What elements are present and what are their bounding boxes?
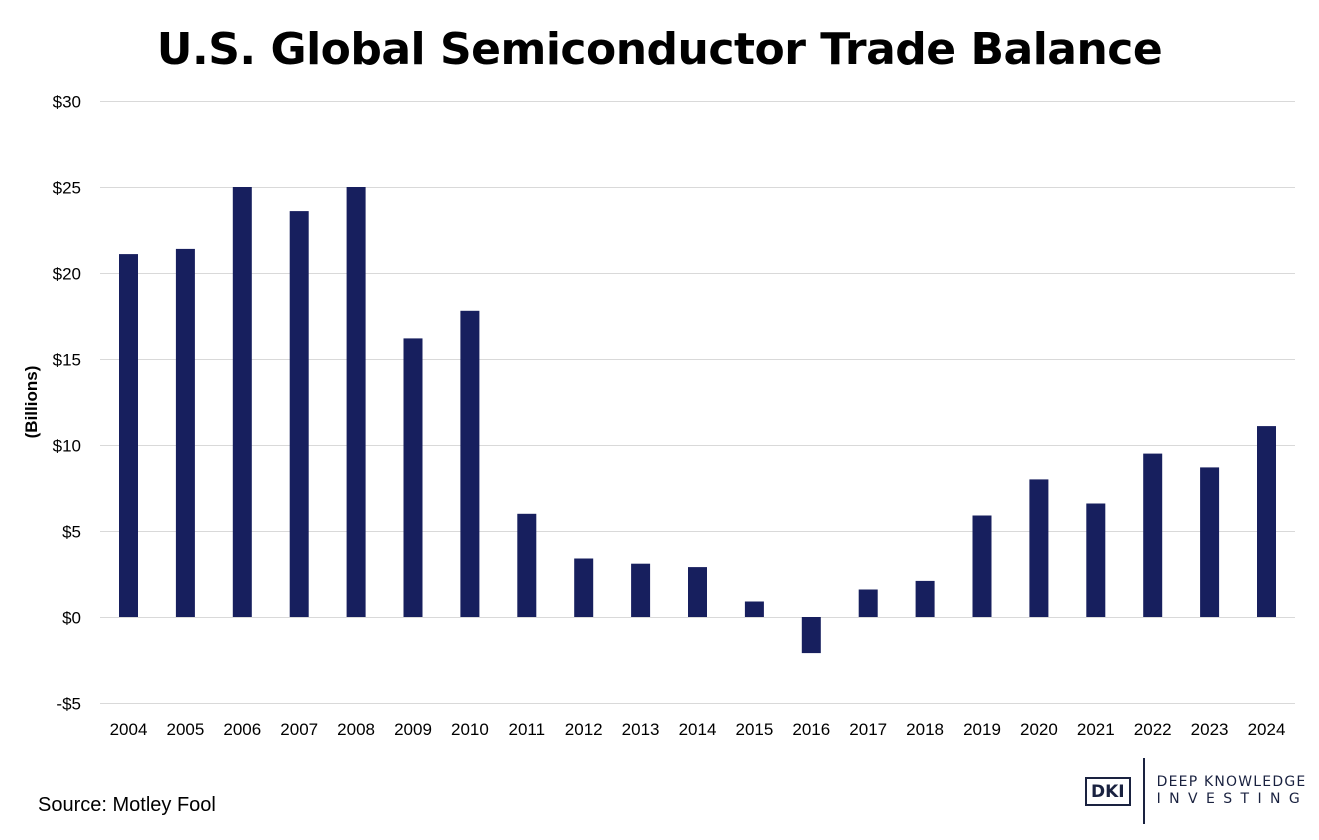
bar-2022: [1143, 453, 1163, 617]
x-tick-label: 2010: [451, 720, 489, 739]
x-tick-label: 2007: [280, 720, 318, 739]
bar-2012: [574, 558, 594, 617]
x-tick-label: 2023: [1191, 720, 1229, 739]
bar-2015: [744, 601, 764, 617]
bar-2009: [403, 338, 423, 617]
y-tick-label: -$5: [56, 695, 81, 714]
x-tick-label: 2018: [906, 720, 944, 739]
bars: [119, 187, 1276, 654]
x-tick-label: 2014: [679, 720, 717, 739]
bar-2014: [688, 567, 707, 617]
bar-2024: [1257, 426, 1276, 617]
logo-mark: DKI: [1085, 776, 1131, 806]
y-tick-label: $10: [53, 437, 81, 456]
bar-2006: [232, 187, 252, 617]
x-tick-label: 2004: [110, 720, 148, 739]
bar-2019: [972, 515, 992, 617]
bar-2007: [289, 211, 309, 617]
x-tick-label: 2013: [622, 720, 660, 739]
x-tick-label: 2009: [394, 720, 432, 739]
logo-line-1: DEEP KNOWLEDGE: [1156, 774, 1307, 790]
bar-2011: [517, 513, 537, 617]
x-tick-label: 2008: [337, 720, 375, 739]
y-tick-label: $0: [62, 609, 81, 628]
bar-2020: [1029, 479, 1049, 617]
x-tick-label: 2022: [1134, 720, 1172, 739]
x-tick-label: 2011: [509, 720, 546, 739]
source-note: Source: Motley Fool: [38, 794, 216, 816]
bar-2016: [801, 617, 821, 654]
bar-2017: [858, 589, 878, 617]
y-tick-label: $15: [53, 351, 81, 370]
bar-chart: $30$25$20$15$10$5$0-$5 2004 2005 2006 2007 2…: [53, 93, 1295, 739]
bar-2023: [1200, 467, 1220, 617]
x-tick-label: 2006: [223, 720, 261, 739]
x-tick-label: 2005: [166, 720, 204, 739]
logo-line-2: INVESTING: [1156, 791, 1309, 807]
logo-wordmark: DEEP KNOWLEDGE INVESTING: [1157, 774, 1309, 808]
x-tick-label: 2021: [1077, 720, 1115, 739]
y-tick-label: $20: [53, 265, 81, 284]
bar-2005: [175, 248, 195, 617]
y-tick-label: $5: [62, 523, 81, 542]
bar-2018: [915, 580, 935, 617]
logo-divider: [1142, 758, 1145, 824]
bar-2013: [631, 563, 651, 617]
dki-logo: DKI DEEP KNOWLEDGE INVESTING: [1085, 758, 1308, 824]
x-tick-label: 2016: [792, 720, 830, 739]
bar-2021: [1086, 503, 1106, 617]
x-tick-label: 2017: [849, 720, 887, 739]
y-tick-labels: $30 $25 $20 $15 $10 $5 $0 -$5: [53, 93, 81, 714]
bar-2004: [119, 254, 138, 617]
chart-title: U.S. Global Semiconductor Trade Balance: [156, 24, 1163, 75]
y-tick-label: $25: [53, 179, 81, 198]
x-tick-label: 2019: [963, 720, 1001, 739]
y-tick-label: $30: [53, 93, 81, 112]
bar-2008: [346, 187, 366, 617]
x-tick-label: 2024: [1248, 720, 1286, 739]
x-tick-label: 2012: [565, 720, 603, 739]
x-tick-label: 2020: [1020, 720, 1058, 739]
x-tick-label: 2015: [735, 720, 773, 739]
bar-2010: [460, 310, 480, 617]
x-tick-labels: 2004 2005 2006 2007 2008 2009 2010 2011 2012 2013…: [110, 720, 1286, 739]
